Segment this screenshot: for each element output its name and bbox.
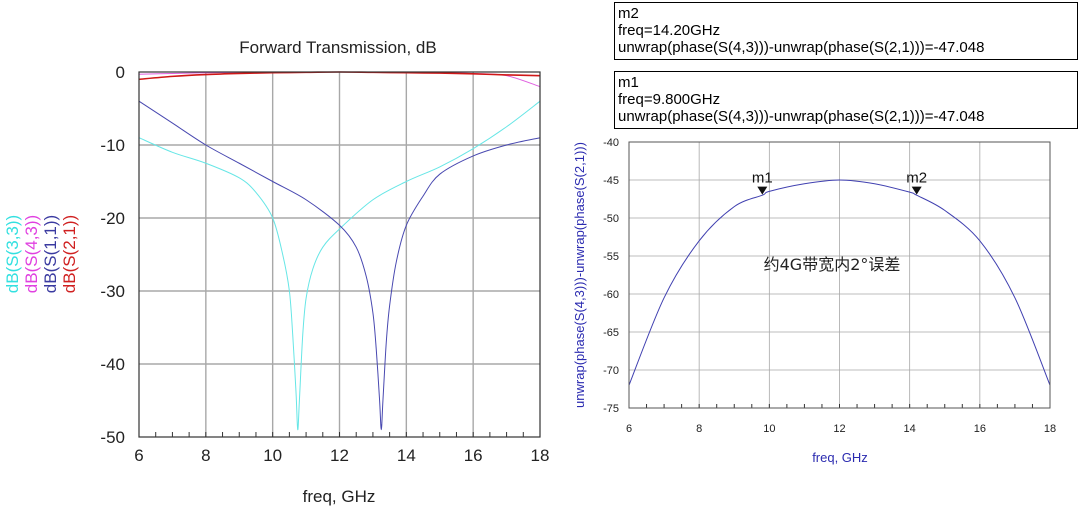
marker-triangle xyxy=(911,186,922,195)
y-tick-label: -55 xyxy=(603,251,619,263)
x-axis-label: freq, GHz xyxy=(303,487,376,506)
y-tick-label: -30 xyxy=(100,282,125,301)
y-axis-labels: dB(S(3,3)) dB(S(4,3)) dB(S(1,1)) dB(S(2,1)) xyxy=(3,215,79,293)
y-axis-label: dB(S(3,3)) xyxy=(3,215,22,293)
marker-frequency: freq=9.800GHz xyxy=(618,91,721,108)
marker-name: m1 xyxy=(618,74,639,91)
marker-name: m2 xyxy=(618,5,639,22)
series-line-unwrap-phase-s-4-3-unwrap-phase-s-2-1 xyxy=(628,179,1051,386)
marker-triangle xyxy=(757,186,768,195)
series-line-db-s-3-3 xyxy=(138,100,541,431)
grid-lines xyxy=(629,142,1050,408)
x-tick-label: 18 xyxy=(1044,423,1056,435)
plot-frame xyxy=(628,141,1051,409)
y-tick-label: -50 xyxy=(100,428,125,447)
x-tick-labels: 6 8 10 12 14 16 18 xyxy=(626,423,1056,435)
series-lines xyxy=(628,179,1051,386)
x-tick-label: 8 xyxy=(201,446,210,465)
x-tick-label: 12 xyxy=(330,446,349,465)
series-line-db-s-1-1 xyxy=(138,100,541,431)
y-tick-label: -65 xyxy=(603,327,619,339)
x-tick-label: 6 xyxy=(134,446,143,465)
x-tick-label: 16 xyxy=(974,423,986,435)
x-tick-label: 16 xyxy=(464,446,483,465)
x-tick-label: 10 xyxy=(763,423,775,435)
y-axis-label: dB(S(1,1)) xyxy=(41,215,60,293)
annotation-text: 约4G带宽内2°误差 xyxy=(764,255,901,274)
x-tick-label: 14 xyxy=(904,423,916,435)
y-tick-label: -75 xyxy=(603,403,619,415)
y-tick-label: -20 xyxy=(100,209,125,228)
forward-transmission-chart: Forward Transmission, dB 6 8 10 12 14 16 18 0 -… xyxy=(3,38,549,506)
x-tick-label: 14 xyxy=(397,446,416,465)
marker-frequency: freq=14.20GHz xyxy=(618,22,721,39)
y-axis-label: unwrap(phase(S(4,3)))-unwrap(phase(S(2,1… xyxy=(572,142,587,408)
y-tick-label: 0 xyxy=(116,63,125,82)
markers: m1 m2 xyxy=(752,170,927,195)
y-tick-label: -70 xyxy=(603,365,619,377)
y-axis-label: dB(S(4,3)) xyxy=(22,215,41,293)
plot-frame xyxy=(138,71,541,438)
y-tick-label: -10 xyxy=(100,136,125,155)
x-axis-label: freq, GHz xyxy=(812,450,868,465)
marker-label: m2 xyxy=(906,170,927,187)
y-tick-labels: 0 -10 -20 -30 -40 -50 xyxy=(100,63,125,447)
y-tick-label: -40 xyxy=(100,355,125,374)
y-tick-labels: -40 -45 -50 -55 -60 -65 -70 -75 xyxy=(603,137,619,415)
x-tick-label: 12 xyxy=(833,423,845,435)
x-tick-label: 10 xyxy=(263,446,282,465)
marker-readout-m1: m1 freq=9.800GHz unwrap(phase(S(4,3)))-u… xyxy=(614,71,1078,129)
x-tick-labels: 6 8 10 12 14 16 18 xyxy=(134,446,549,465)
chart-title: Forward Transmission, dB xyxy=(239,38,436,57)
y-tick-label: -60 xyxy=(603,289,619,301)
marker-expression: unwrap(phase(S(4,3)))-unwrap(phase(S(2,1… xyxy=(618,39,985,56)
y-axis-label: dB(S(2,1)) xyxy=(60,215,79,293)
x-tick-label: 6 xyxy=(626,423,632,435)
x-tick-label: 18 xyxy=(531,446,550,465)
phase-difference-chart: m1 m2 6 8 10 12 14 16 18 -40-45-50-55-60-65-70-… xyxy=(572,137,1056,465)
y-tick-label: -45 xyxy=(603,175,619,187)
marker-label: m1 xyxy=(752,170,773,187)
y-tick-label: -50 xyxy=(603,213,619,225)
marker-readout-m2: m2 freq=14.20GHz unwrap(phase(S(4,3)))-u… xyxy=(614,2,1078,60)
marker-expression: unwrap(phase(S(4,3)))-unwrap(phase(S(2,1… xyxy=(618,108,985,125)
x-tick-label: 8 xyxy=(696,423,702,435)
y-tick-label: -40 xyxy=(603,137,619,149)
